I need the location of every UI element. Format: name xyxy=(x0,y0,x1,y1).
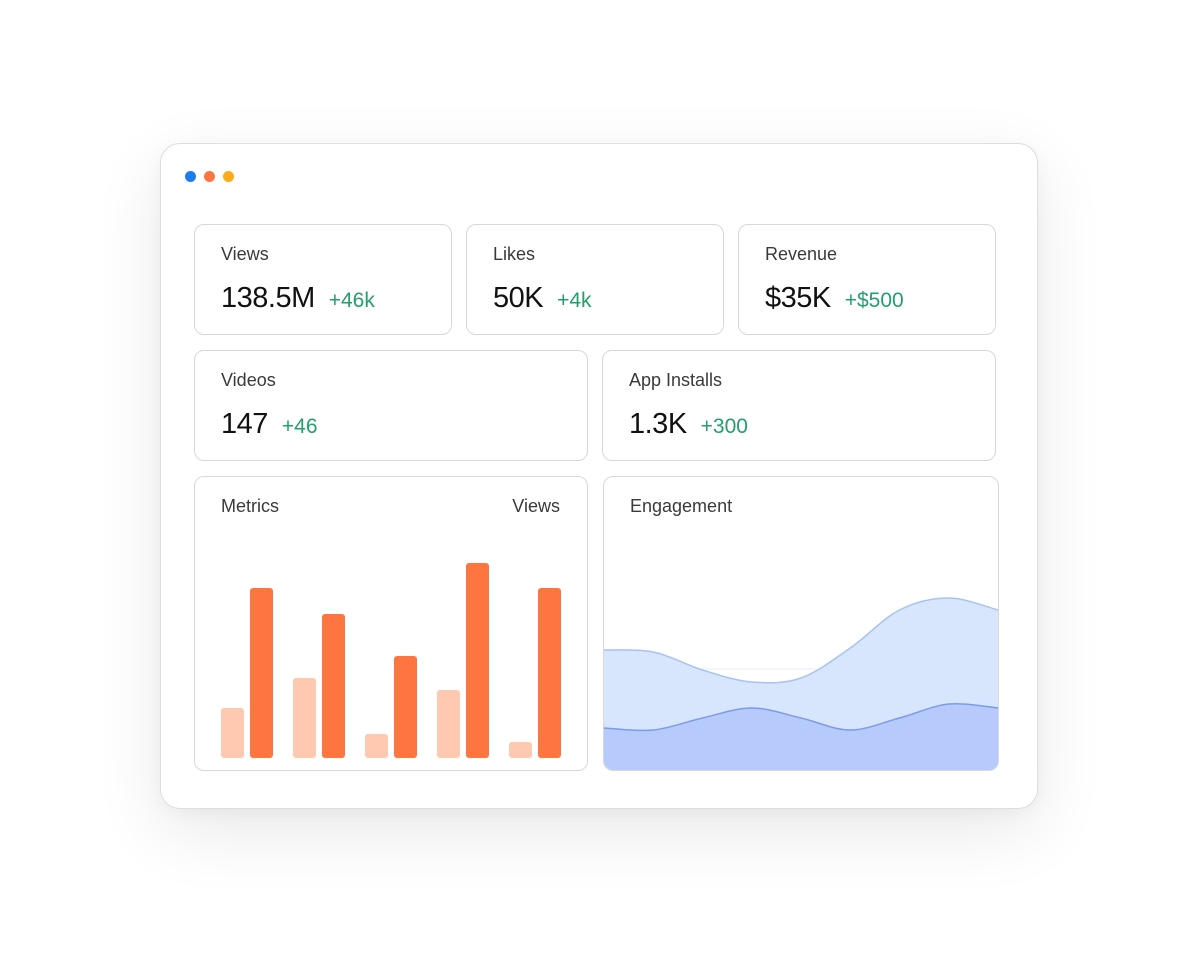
stat-value: $35K xyxy=(765,282,831,314)
stat-label: Likes xyxy=(493,244,536,264)
stat-label: Revenue xyxy=(765,244,838,264)
window-dot-blue[interactable] xyxy=(185,171,196,182)
stat-value-row: $35K +$500 xyxy=(765,282,904,315)
dashboard-window: Views 138.5M +46k Likes 50K +4k Revenue $3… xyxy=(160,143,1038,809)
metric-selector[interactable]: Views xyxy=(512,496,560,516)
area-line-1 xyxy=(604,597,998,684)
bar-dark-1[interactable] xyxy=(250,588,273,758)
stat-label: App Installs xyxy=(629,370,723,390)
stat-card-likes[interactable]: Likes 50K +4k xyxy=(466,224,724,335)
area-line-2 xyxy=(604,702,998,732)
bar-dark-2[interactable] xyxy=(322,614,345,758)
chart-title: Engagement xyxy=(630,496,733,516)
bar-dark-5[interactable] xyxy=(538,588,561,758)
window-dot-yellow[interactable] xyxy=(223,171,234,182)
metrics-bar-chart xyxy=(221,563,561,758)
stat-card-revenue[interactable]: Revenue $35K +$500 xyxy=(738,224,996,335)
bar-dark-4[interactable] xyxy=(466,563,489,758)
stat-value-row: 50K +4k xyxy=(493,282,592,315)
stat-delta: +4k xyxy=(557,289,592,312)
stat-value: 138.5M xyxy=(221,282,315,314)
stat-delta: +46 xyxy=(281,415,318,438)
bar-dark-3[interactable] xyxy=(394,656,417,758)
window-dot-orange[interactable] xyxy=(204,171,215,182)
stat-value-row: 1.3K +300 xyxy=(629,408,748,441)
stat-value-row: 138.5M +46k xyxy=(221,282,375,315)
stat-delta: +46k xyxy=(328,289,375,312)
metrics-chart-card: Metrics Views xyxy=(194,476,588,771)
bar-light-1[interactable] xyxy=(221,708,244,758)
bar-light-4[interactable] xyxy=(437,690,460,758)
stat-label: Videos xyxy=(221,370,276,390)
stat-value: 147 xyxy=(221,408,268,440)
chart-title: Metrics xyxy=(221,496,279,516)
bar-light-3[interactable] xyxy=(365,734,388,758)
stat-value-row: 147 +46 xyxy=(221,408,318,441)
area-fill-2 xyxy=(604,703,998,770)
stat-value: 50K xyxy=(493,282,544,314)
stat-label: Views xyxy=(221,244,269,264)
engagement-area-chart xyxy=(604,597,998,770)
stat-card-views[interactable]: Views 138.5M +46k xyxy=(194,224,452,335)
stat-card-app-installs[interactable]: App Installs 1.3K +300 xyxy=(602,350,996,461)
engagement-chart-card: Engagement xyxy=(603,476,999,771)
stat-delta: +$500 xyxy=(844,289,904,312)
bar-light-5[interactable] xyxy=(509,742,532,758)
bar-light-2[interactable] xyxy=(293,678,316,758)
stat-value: 1.3K xyxy=(629,408,687,440)
stat-card-videos[interactable]: Videos 147 +46 xyxy=(194,350,588,461)
stat-delta: +300 xyxy=(700,415,748,438)
